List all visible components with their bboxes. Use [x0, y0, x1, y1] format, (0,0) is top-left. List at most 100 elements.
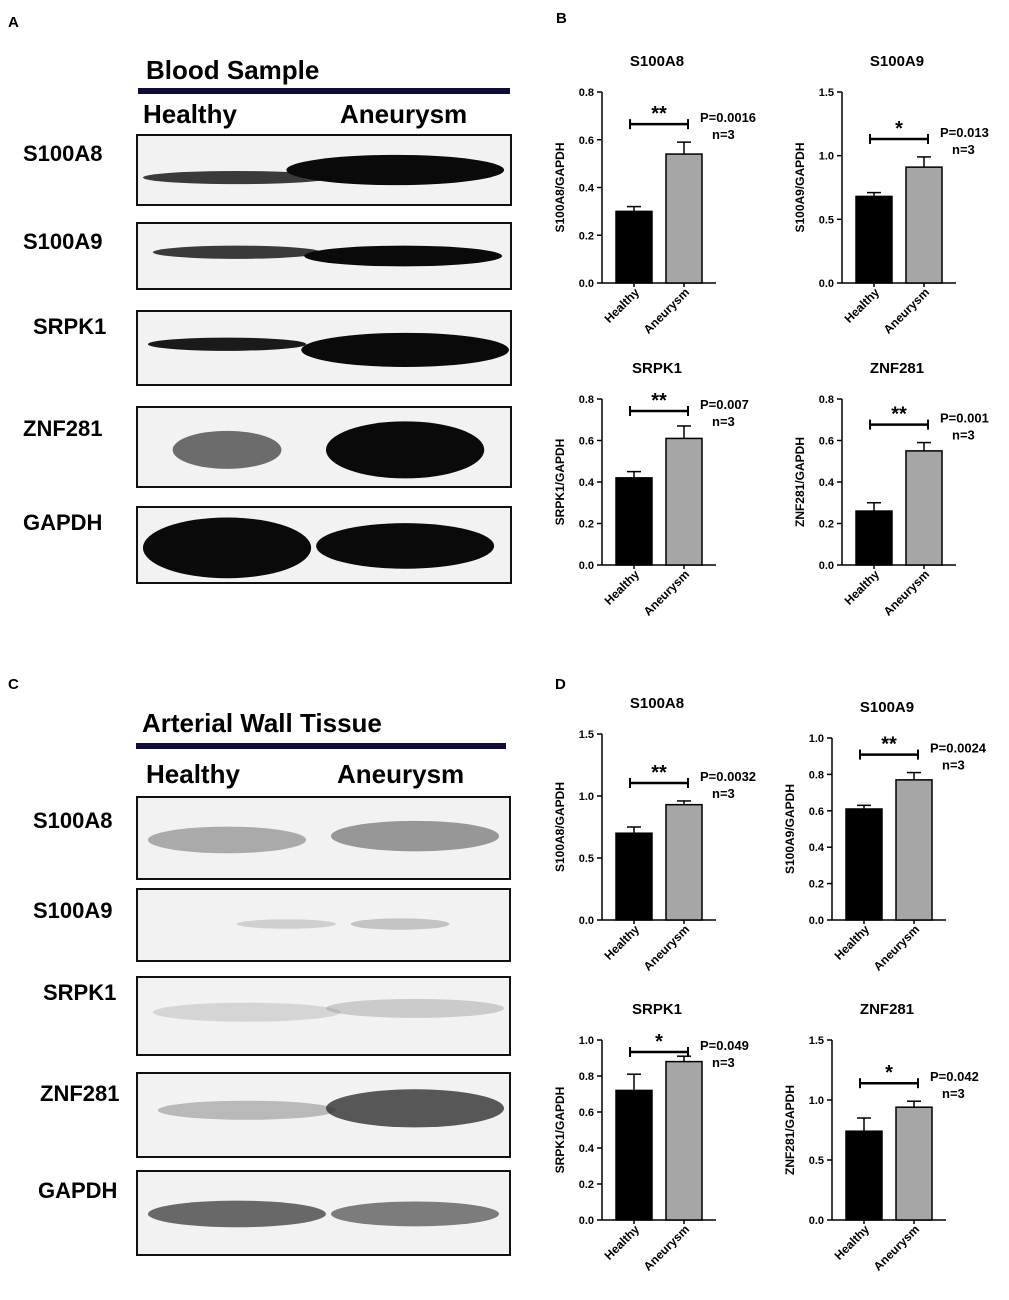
row-label-znf281: ZNF281: [23, 416, 103, 441]
row-label-s100a9: S100A9: [33, 898, 113, 923]
n-label: n=3: [942, 758, 965, 773]
y-tick-label: 1.0: [809, 1095, 824, 1107]
y-axis-label: S100A8/GAPDH: [553, 782, 567, 872]
y-axis-label: ZNF281/GAPDH: [793, 437, 807, 527]
bar-healthy: [615, 832, 653, 921]
y-axis-label: S100A9/GAPDH: [783, 784, 797, 874]
y-tick-label: 0.5: [579, 853, 594, 865]
x-tick-label: Healthy: [602, 567, 643, 608]
western-blot-band: [136, 406, 512, 488]
chart-title: SRPK1: [632, 360, 682, 377]
y-tick-label: 0.2: [579, 519, 594, 531]
row-label-srpk1: SRPK1: [33, 314, 107, 339]
x-tick-label: Aneurysm: [641, 922, 692, 973]
chart-title: ZNF281: [860, 1001, 914, 1018]
bar-healthy: [615, 210, 653, 284]
y-tick-label: 0.4: [809, 842, 825, 854]
bar-healthy: [845, 1130, 883, 1221]
n-label: n=3: [712, 414, 735, 429]
y-axis-label: SRPK1/GAPDH: [553, 439, 567, 526]
y-tick-label: 0.0: [579, 560, 594, 572]
bar-aneurysm: [895, 779, 933, 921]
y-tick-label: 0.0: [579, 278, 594, 290]
p-value-label: P=0.0024: [930, 741, 987, 756]
y-tick-label: 0.6: [579, 135, 594, 147]
panel-letter-b: B: [556, 10, 567, 27]
p-value-label: P=0.0016: [700, 110, 756, 125]
panel-letter-a: A: [8, 14, 19, 31]
y-tick-label: 1.0: [819, 151, 834, 163]
x-tick-label: Healthy: [842, 285, 883, 326]
n-label: n=3: [942, 1086, 965, 1101]
x-tick-label: Aneurysm: [641, 1222, 692, 1273]
x-tick-label: Healthy: [602, 1222, 643, 1263]
significance-stars: **: [651, 390, 667, 412]
bar-healthy: [855, 510, 893, 566]
y-tick-label: 0.8: [579, 1071, 594, 1083]
western-blot-band: [136, 796, 511, 880]
significance-stars: **: [651, 762, 667, 784]
y-tick-label: 0.5: [819, 214, 834, 226]
y-tick-label: 0.4: [579, 1143, 595, 1155]
bar-aneurysm: [905, 450, 943, 566]
chart-title: S100A9: [870, 53, 924, 70]
y-tick-label: 0.6: [579, 436, 594, 448]
bar-aneurysm: [665, 1060, 703, 1221]
n-label: n=3: [712, 786, 735, 801]
y-axis-label: S100A8/GAPDH: [553, 142, 567, 232]
chart-title: ZNF281: [870, 360, 924, 377]
x-tick-label: Healthy: [832, 1222, 873, 1263]
significance-stars: **: [651, 103, 667, 125]
bar-chart-s100a8-blood: S100A8 S100A8/GAPDH 0.0 0.2 0.4 0.6 0.8 Healthy…: [553, 53, 756, 337]
title-underline: [138, 88, 510, 94]
row-label-s100a9: S100A9: [23, 229, 103, 254]
y-tick-label: 1.5: [809, 1035, 824, 1047]
y-tick-label: 0.0: [579, 915, 594, 927]
chart-title: SRPK1: [632, 1001, 682, 1018]
row-label-znf281: ZNF281: [40, 1081, 120, 1106]
y-tick-label: 0.2: [579, 230, 594, 242]
p-value-label: P=0.049: [700, 1038, 749, 1053]
row-label-s100a8: S100A8: [23, 141, 103, 166]
y-tick-label: 0.5: [809, 1155, 824, 1167]
y-tick-label: 0.0: [579, 1215, 594, 1227]
significance-stars: *: [895, 118, 903, 140]
row-label-srpk1: SRPK1: [43, 980, 117, 1005]
y-tick-label: 0.6: [819, 436, 834, 448]
blot-title-blood-sample: Blood Sample: [146, 55, 320, 85]
row-label-gapdh: GAPDH: [23, 510, 103, 535]
x-tick-label: Healthy: [842, 567, 883, 608]
blot-title-arterial-wall: Arterial Wall Tissue: [142, 708, 382, 738]
bar-chart-s100a9-tissue: S100A9 S100A9/GAPDH 0.0 0.2 0.4 0.6 0.8 1.0 Heal…: [783, 699, 987, 974]
bar-aneurysm: [665, 437, 703, 566]
x-tick-label: Aneurysm: [881, 285, 932, 336]
y-tick-label: 0.0: [819, 560, 834, 572]
y-tick-label: 0.0: [809, 1215, 824, 1227]
x-tick-label: Healthy: [602, 922, 643, 963]
p-value-label: P=0.042: [930, 1069, 979, 1084]
y-tick-label: 1.0: [579, 791, 594, 803]
chart-title: S100A8: [630, 695, 684, 712]
western-blot-band: [136, 134, 512, 206]
bar-aneurysm: [665, 153, 703, 284]
western-blot-band: [136, 976, 511, 1056]
y-tick-label: 0.8: [809, 769, 824, 781]
significance-stars: **: [891, 404, 907, 426]
panel-letter-d: D: [555, 676, 566, 693]
bar-aneurysm: [895, 1106, 933, 1221]
y-tick-label: 0.6: [579, 1107, 594, 1119]
bar-healthy: [845, 808, 883, 921]
p-value-label: P=0.0032: [700, 769, 756, 784]
western-blot-band: [136, 222, 512, 290]
y-tick-label: 0.0: [809, 915, 824, 927]
p-value-label: P=0.001: [940, 411, 989, 426]
western-blot-band: [136, 1170, 511, 1256]
y-tick-label: 0.8: [819, 394, 834, 406]
column-label-healthy: Healthy: [146, 759, 240, 789]
bar-chart-srpk1-tissue: SRPK1 SRPK1/GAPDH 0.0 0.2 0.4 0.6 0.8 1.0 Health…: [553, 1001, 749, 1274]
n-label: n=3: [712, 1055, 735, 1070]
y-tick-label: 0.8: [579, 87, 594, 99]
significance-stars: *: [655, 1031, 663, 1053]
bar-aneurysm: [665, 803, 703, 921]
x-tick-label: Healthy: [602, 285, 643, 326]
